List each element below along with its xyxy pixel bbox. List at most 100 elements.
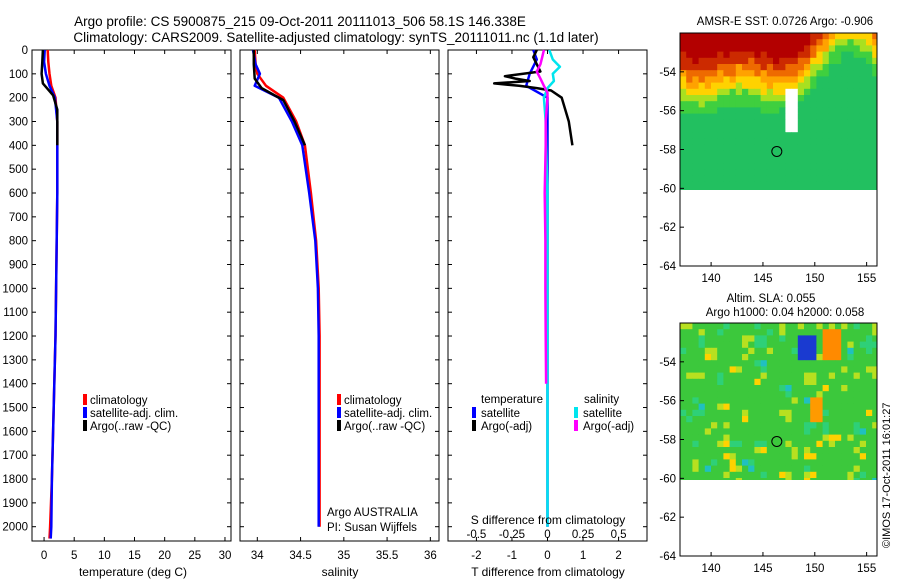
map-cell — [828, 341, 836, 349]
map-cell — [692, 57, 699, 65]
map-cell — [779, 428, 786, 435]
map-cell — [785, 323, 792, 330]
map-cell — [742, 453, 749, 460]
map-cell — [717, 409, 724, 417]
map-cell — [735, 397, 743, 404]
map-cell — [760, 385, 768, 392]
map-cell — [680, 181, 687, 189]
map-cell — [872, 132, 877, 139]
map-cell — [847, 150, 854, 158]
map-cell — [742, 478, 749, 480]
map-cell — [791, 70, 799, 77]
map-cell — [853, 51, 861, 59]
map-cell — [847, 82, 854, 90]
map-cell — [686, 188, 693, 190]
map-cell — [835, 57, 842, 65]
map-cell — [785, 95, 792, 102]
map-cell — [680, 163, 687, 170]
map-cell — [779, 360, 786, 367]
map-y-tick-label: -60 — [659, 473, 676, 485]
map-cell — [704, 397, 712, 404]
map-cell — [816, 64, 823, 71]
map-cell — [853, 453, 861, 460]
imos-timestamp: ©IMOS 17-Oct-2011 16:01:27 — [881, 403, 893, 548]
map-cell — [704, 188, 712, 190]
map-cell — [797, 107, 805, 114]
map-cell — [698, 169, 706, 176]
map-cell — [742, 397, 749, 404]
map-cell — [686, 163, 693, 170]
map-cell — [841, 169, 848, 176]
map-cell — [760, 132, 768, 139]
map-cell — [828, 372, 836, 380]
map-cell — [804, 422, 811, 429]
map-cell — [779, 440, 786, 448]
map-cell — [729, 39, 737, 46]
series-line — [253, 49, 321, 527]
map-cell — [773, 428, 780, 435]
map-cell — [822, 366, 830, 373]
map-cell — [816, 45, 823, 52]
series-line — [535, 49, 549, 384]
map-cell — [735, 150, 743, 158]
map-cell — [760, 126, 768, 133]
map-cell — [797, 33, 805, 40]
map-cell — [841, 82, 848, 90]
map-cell — [773, 434, 780, 442]
map-cell — [773, 33, 780, 40]
map-cell — [680, 39, 687, 46]
map-cell — [785, 51, 792, 59]
map-cell — [766, 119, 774, 127]
map-cell — [866, 101, 873, 108]
map-cell — [742, 101, 749, 108]
map-cell — [816, 378, 823, 386]
map-cell — [804, 132, 811, 139]
map-cell — [704, 391, 712, 398]
map-cell — [754, 70, 761, 77]
map-cell — [760, 366, 768, 373]
map-cell — [779, 51, 786, 59]
map-cell — [841, 163, 848, 170]
map-cell — [785, 391, 792, 398]
map-cell — [847, 329, 854, 336]
map-cell — [791, 144, 799, 152]
map-cell — [723, 416, 730, 423]
map-cell — [853, 428, 861, 435]
x-tick-label: -2 — [471, 550, 481, 562]
map-cell — [742, 57, 749, 65]
map-cell — [816, 440, 823, 448]
map-cell — [841, 181, 848, 189]
map-cell — [853, 88, 861, 96]
map-cell — [822, 107, 830, 114]
map-cell — [810, 453, 817, 460]
map-cell — [692, 132, 699, 139]
map-cell — [847, 39, 854, 46]
map-cell — [847, 403, 854, 411]
map-cell — [847, 175, 854, 183]
map-cell — [760, 471, 768, 479]
map-cell — [859, 347, 867, 355]
map-cell — [841, 157, 848, 164]
map-cell — [735, 113, 743, 121]
map-cell — [698, 471, 706, 479]
map-cell — [859, 341, 867, 349]
map-cell — [711, 372, 718, 380]
depth-tick-label: 200 — [9, 93, 28, 105]
map-cell — [866, 403, 873, 411]
legend-swatch-climatology — [337, 394, 341, 405]
map-cell — [785, 70, 792, 77]
map-cell — [698, 391, 706, 398]
map-cell — [760, 391, 768, 398]
map-cell — [766, 51, 774, 59]
map-cell — [853, 323, 861, 330]
map-cell — [866, 88, 873, 96]
legend-label-climatology: climatology — [90, 395, 148, 407]
map-y-tick-label: -62 — [659, 222, 676, 234]
map-cell — [717, 39, 724, 46]
map-cell — [698, 422, 706, 429]
map-cell — [791, 428, 799, 435]
map-cell — [735, 341, 743, 349]
map-cell — [853, 157, 861, 164]
map-cell — [729, 70, 737, 77]
map-cell — [859, 51, 867, 59]
